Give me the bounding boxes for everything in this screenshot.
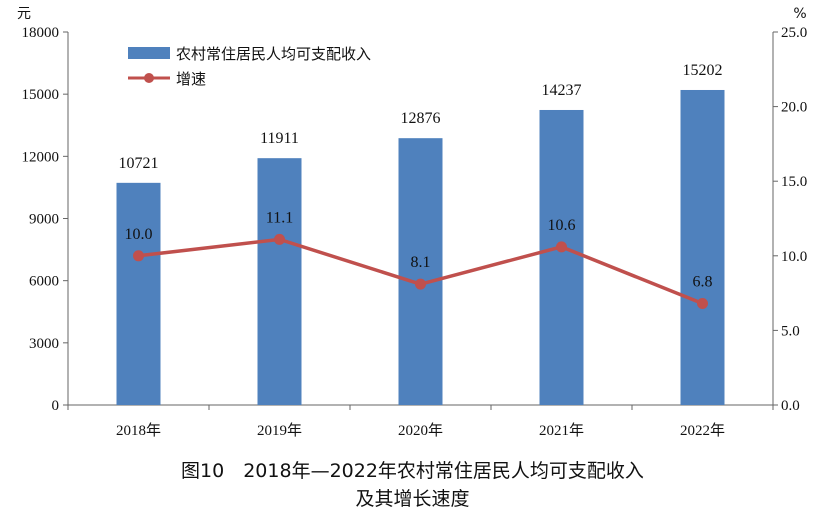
legend-bar-label: 农村常住居民人均可支配收入 — [176, 45, 371, 63]
left-axis-tick-label: 12000 — [22, 149, 60, 165]
x-axis-tick-label: 2021年 — [539, 422, 584, 439]
legend-bar-swatch — [128, 47, 170, 59]
growth-point — [556, 241, 567, 253]
right-axis-tick-label: 0.0 — [781, 398, 800, 414]
chart: 元 % 0 3000 6000 9000 12000 15000 18000 0.0 5.0 10… — [17, 6, 808, 439]
bar — [257, 158, 302, 405]
right-axis-tick-label: 15.0 — [781, 174, 807, 190]
left-axis-tick-label: 3000 — [29, 336, 59, 352]
figure-caption-line1: 图10 2018年—2022年农村常住居民人均可支配收入 — [181, 460, 644, 482]
bar-value-label: 10721 — [119, 155, 159, 172]
growth-value-label: 11.1 — [266, 209, 293, 226]
legend-line-label: 增速 — [176, 70, 206, 88]
bar-value-label: 14237 — [542, 82, 582, 99]
growth-value-label: 6.8 — [693, 274, 713, 291]
bar — [116, 182, 161, 405]
x-axis-tick-label: 2018年 — [116, 422, 161, 439]
plot-area: 0 3000 6000 9000 12000 15000 18000 0.0 5.0 10.0 15… — [22, 25, 808, 439]
growth-point — [697, 298, 708, 310]
x-axis-tick-label: 2019年 — [257, 422, 302, 439]
right-axis-tick-label: 25.0 — [781, 25, 807, 41]
x-axis-tick-label: 2022年 — [680, 422, 725, 439]
bar — [539, 109, 584, 405]
bar — [680, 89, 725, 405]
figure-caption-line2: 及其增长速度 — [355, 488, 470, 510]
legend: 农村常住居民人均可支配收入 增速 — [128, 45, 371, 88]
bar — [398, 138, 443, 405]
growth-value-label: 10.6 — [548, 217, 576, 234]
left-axis-tick-label: 18000 — [22, 25, 60, 41]
bar-value-label: 12876 — [401, 110, 441, 127]
growth-value-label: 10.0 — [125, 226, 153, 243]
left-axis-tick-label: 0 — [52, 398, 60, 414]
right-axis-tick-label: 10.0 — [781, 249, 807, 265]
right-axis-tick-label: 20.0 — [781, 100, 807, 116]
right-axis-tick-label: 5.0 — [781, 323, 800, 339]
bar-value-label: 15202 — [683, 62, 723, 79]
growth-point — [133, 250, 144, 262]
right-axis-unit: % — [793, 6, 806, 22]
x-axis-tick-label: 2020年 — [398, 422, 443, 439]
legend-line-marker — [144, 73, 154, 83]
growth-point — [274, 233, 285, 245]
left-axis-tick-label: 15000 — [22, 87, 60, 103]
left-axis-tick-label: 9000 — [29, 212, 59, 228]
left-axis-tick-label: 6000 — [29, 274, 59, 290]
growth-value-label: 8.1 — [411, 254, 431, 271]
left-axis-unit: 元 — [17, 6, 31, 22]
bar-value-label: 11911 — [260, 130, 299, 147]
growth-point — [415, 278, 426, 290]
